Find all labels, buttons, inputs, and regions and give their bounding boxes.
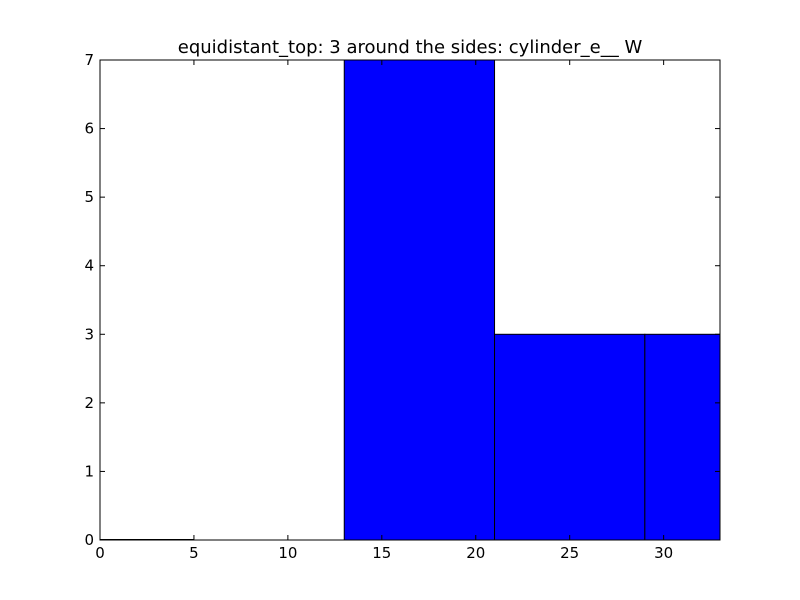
bars-group	[100, 59, 721, 541]
x-tick-label-0: 0	[95, 544, 105, 562]
y-tick-label-4: 4	[84, 257, 94, 275]
y-tick-label-0: 0	[84, 531, 94, 549]
x-tick-label-6: 30	[654, 544, 673, 562]
x-tick-label-4: 20	[466, 544, 485, 562]
y-tick-label-7: 7	[84, 51, 94, 69]
chart-title: equidistant_top: 3 around the sides: cyl…	[178, 37, 643, 58]
y-tick-label-1: 1	[84, 462, 94, 480]
x-axis: 0 5 10 15 20 25 30	[95, 60, 673, 562]
y-tick-label-6: 6	[84, 120, 94, 138]
x-tick-label-5: 25	[560, 544, 579, 562]
x-tick-label-1: 5	[189, 544, 199, 562]
x-tick-label-2: 10	[278, 544, 297, 562]
x-tick-label-3: 15	[372, 544, 391, 562]
y-tick-label-3: 3	[84, 325, 94, 343]
histogram-bar-3	[644, 333, 721, 541]
plot-frame	[99, 59, 721, 541]
histogram-bar-2	[494, 333, 646, 541]
histogram-bar-1	[343, 59, 496, 541]
y-tick-label-5: 5	[84, 188, 94, 206]
y-tick-label-2: 2	[84, 394, 94, 412]
